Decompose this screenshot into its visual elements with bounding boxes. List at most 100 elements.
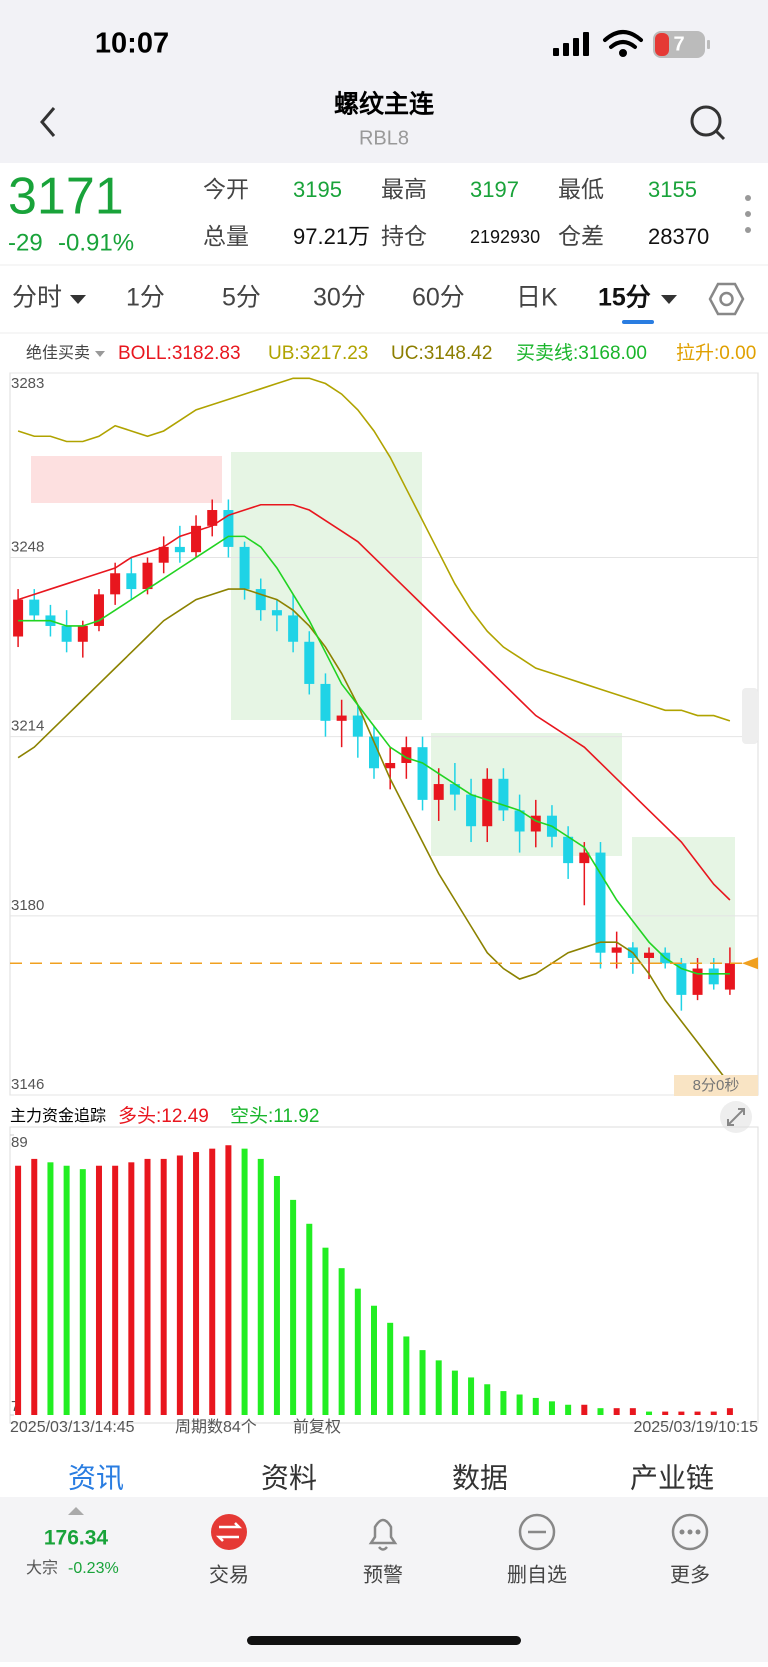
candle-body bbox=[288, 615, 299, 642]
remove-icon[interactable] bbox=[518, 1513, 556, 1551]
panel-title: 主力资金追踪 bbox=[10, 1107, 106, 1125]
axis-label: 2025/03/19/10:15 bbox=[633, 1419, 758, 1436]
indicator-values: BOLL:3182.83 UB:3217.23 UC:3148.42 买卖线:3168… bbox=[118, 342, 756, 364]
y-tick-label: 3214 bbox=[11, 718, 44, 735]
candle-body bbox=[255, 589, 266, 611]
period-tab[interactable]: 60分 bbox=[412, 284, 465, 312]
last-price: 3171 bbox=[8, 168, 124, 226]
stats: 今开 3195 最高 3197 最低 3155 总量 97.21万 持仓 2192930 仓差 283… bbox=[203, 176, 709, 249]
dropdown-arrow bbox=[70, 295, 86, 304]
bar bbox=[209, 1148, 216, 1415]
candle-body bbox=[724, 963, 735, 990]
y-tick-label: 3180 bbox=[11, 897, 44, 914]
stat-value: 28370 bbox=[648, 224, 709, 249]
battery-text: 7 bbox=[673, 33, 684, 55]
nav-label[interactable]: 预警 bbox=[363, 1563, 403, 1586]
candle-body bbox=[595, 852, 606, 953]
battery-level bbox=[655, 33, 669, 56]
bar bbox=[322, 1247, 329, 1415]
nav-label[interactable]: 更多 bbox=[670, 1563, 710, 1586]
period-tab[interactable]: 15分 bbox=[598, 284, 651, 312]
period-tab[interactable]: 1分 bbox=[126, 284, 165, 312]
candle-body bbox=[530, 815, 541, 832]
bar bbox=[694, 1411, 701, 1415]
indicator-value: UC:3148.42 bbox=[391, 343, 492, 364]
period-tab[interactable]: 分时 bbox=[12, 284, 62, 312]
y-tick-label: 3248 bbox=[11, 538, 44, 555]
zone bbox=[632, 837, 735, 964]
bar bbox=[613, 1408, 620, 1415]
bar bbox=[710, 1411, 717, 1415]
candle-body bbox=[191, 525, 202, 553]
bar bbox=[597, 1408, 604, 1415]
alert-icon[interactable] bbox=[368, 1518, 398, 1551]
period-tab[interactable]: 30分 bbox=[313, 284, 366, 312]
indicator-name[interactable]: 绝佳买卖 bbox=[26, 344, 90, 362]
stat-value: 97.21万 bbox=[293, 224, 370, 249]
side-handle[interactable] bbox=[742, 688, 758, 744]
candle-body bbox=[466, 794, 477, 827]
nav-label[interactable]: 删自选 bbox=[507, 1563, 567, 1586]
countdown-bg bbox=[674, 1075, 758, 1096]
candle-body bbox=[142, 562, 153, 590]
candle-body bbox=[644, 952, 655, 958]
dropdown-arrow bbox=[95, 351, 105, 357]
candle-body bbox=[320, 683, 331, 721]
change-pct: -0.91% bbox=[58, 229, 134, 256]
period-tab[interactable]: 日K bbox=[516, 284, 558, 312]
trade-icon[interactable] bbox=[211, 1514, 247, 1550]
more-icon[interactable] bbox=[671, 1513, 709, 1551]
candle-body bbox=[110, 573, 121, 595]
content-tab[interactable]: 资讯 bbox=[68, 1462, 124, 1493]
bar bbox=[403, 1336, 410, 1415]
nav-label[interactable]: 交易 bbox=[209, 1563, 249, 1586]
change: -29 bbox=[8, 229, 43, 256]
bar bbox=[451, 1370, 458, 1415]
candle-body bbox=[336, 715, 347, 721]
bar bbox=[15, 1165, 22, 1415]
search-button[interactable] bbox=[690, 105, 726, 141]
content-tab[interactable]: 产业链 bbox=[630, 1462, 714, 1493]
bar bbox=[629, 1408, 636, 1415]
candle-body bbox=[207, 510, 218, 526]
index-name[interactable]: 大宗 bbox=[26, 1559, 58, 1577]
bar bbox=[662, 1411, 669, 1415]
candle-body bbox=[579, 852, 590, 864]
index-change[interactable]: -0.23% bbox=[68, 1560, 119, 1577]
y-tick-label: 3283 bbox=[11, 375, 44, 392]
candle-body bbox=[676, 963, 687, 995]
bar bbox=[678, 1411, 685, 1415]
index-value[interactable]: 176.34 bbox=[44, 1527, 109, 1550]
candle-body bbox=[61, 625, 72, 642]
top-bar-bg bbox=[0, 0, 768, 163]
content-tab[interactable]: 数据 bbox=[452, 1462, 508, 1493]
candle-body bbox=[449, 784, 460, 795]
bar bbox=[225, 1145, 232, 1415]
nav-labels: 交易 预警 删自选 更多 bbox=[209, 1563, 710, 1586]
back-button[interactable] bbox=[40, 107, 56, 137]
candle-body bbox=[271, 610, 282, 616]
last-price-marker bbox=[742, 957, 758, 970]
bar bbox=[565, 1404, 572, 1415]
period-tab[interactable]: 5分 bbox=[222, 284, 261, 312]
bar bbox=[516, 1394, 523, 1415]
bar bbox=[160, 1158, 167, 1415]
indicator-value: UB:3217.23 bbox=[268, 343, 368, 364]
content-tab[interactable]: 资料 bbox=[261, 1462, 317, 1493]
more-button[interactable] bbox=[745, 195, 751, 233]
y-tick-label: 89 bbox=[11, 1134, 28, 1151]
expand-button[interactable] bbox=[720, 1101, 752, 1133]
bar bbox=[95, 1165, 102, 1415]
stat-value: 3195 bbox=[293, 177, 342, 202]
bar bbox=[435, 1360, 442, 1415]
period-tabs: 分时 1分 5分 30分 60分 日K 15分 bbox=[12, 284, 651, 312]
candle-body bbox=[223, 510, 234, 547]
candle-body bbox=[514, 810, 525, 832]
candle-body bbox=[385, 762, 396, 769]
bar bbox=[63, 1165, 70, 1415]
candle-body bbox=[692, 968, 703, 995]
settings-button[interactable] bbox=[708, 282, 745, 316]
bar bbox=[273, 1175, 280, 1415]
candle-body bbox=[239, 546, 250, 590]
